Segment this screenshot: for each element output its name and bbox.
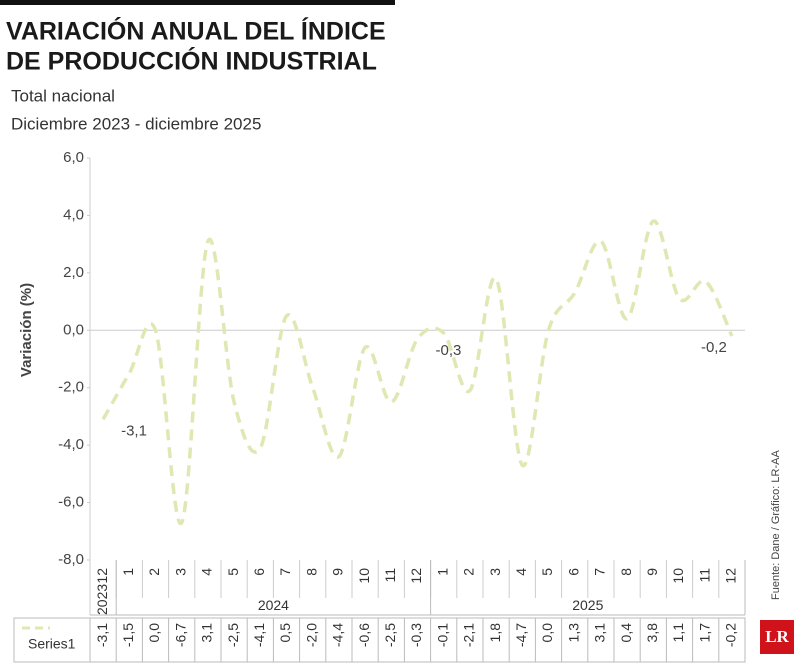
table-value: -0,3 <box>408 623 424 647</box>
table-value: 0,0 <box>146 623 162 643</box>
logo: LR <box>765 627 789 646</box>
x-tick-label: 10 <box>356 568 372 584</box>
legend-label: Series1 <box>28 636 76 652</box>
x-tick-label: 9 <box>330 568 346 576</box>
y-tick-label: -6,0 <box>58 494 84 511</box>
table-value: 0,4 <box>618 623 634 643</box>
table-value: 0,5 <box>277 623 293 643</box>
y-tick-label: 4,0 <box>63 206 84 223</box>
x-group-label: 2025 <box>572 597 603 613</box>
table-value: -1,5 <box>120 623 136 647</box>
subtitle: Diciembre 2023 - diciembre 2025 <box>11 114 261 133</box>
table-value: -2,5 <box>225 623 241 647</box>
x-tick-label: 4 <box>513 568 529 576</box>
table-value: 1,3 <box>565 623 581 643</box>
x-tick-label: 1 <box>434 568 450 576</box>
x-tick-label: 12 <box>408 568 424 584</box>
table-value: -4,1 <box>251 623 267 647</box>
y-tick-label: 2,0 <box>63 264 84 281</box>
series-line <box>101 219 734 525</box>
x-tick-label: 2 <box>461 568 477 576</box>
x-group-label: 2023 <box>94 584 110 615</box>
table-value: 3,8 <box>644 623 660 643</box>
table-value: 1,1 <box>670 623 686 643</box>
x-tick-label: 2 <box>146 568 162 576</box>
x-tick-label: 4 <box>199 568 215 576</box>
table-value: 3,1 <box>592 623 608 643</box>
logo-box <box>760 620 794 654</box>
top-bar <box>0 0 395 5</box>
table-value: -6,7 <box>172 623 188 647</box>
x-tick-label: 9 <box>644 568 660 576</box>
table-value: 1,7 <box>696 623 712 643</box>
y-tick-label: -4,0 <box>58 436 84 453</box>
x-tick-label: 7 <box>592 568 608 576</box>
source: Fuente: Dane / Gráfico: LR-AA <box>770 450 782 600</box>
x-tick-label: 5 <box>225 568 241 576</box>
y-tick-label: 0,0 <box>63 321 84 338</box>
x-tick-label: 1 <box>120 568 136 576</box>
x-tick-label: 10 <box>670 568 686 584</box>
x-tick-label: 8 <box>303 568 319 576</box>
data-label: -0,3 <box>436 342 462 359</box>
table-value: -4,7 <box>513 623 529 647</box>
x-tick-label: 7 <box>277 568 293 576</box>
chart-title: DE PRODUCCIÓN INDUSTRIAL <box>6 46 377 76</box>
x-tick-label: 3 <box>172 568 188 576</box>
x-tick-label: 11 <box>382 568 398 583</box>
table-value: -0,6 <box>356 623 372 647</box>
data-label: -3,1 <box>121 422 147 439</box>
table-value: -2,1 <box>461 623 477 647</box>
table-value: 1,8 <box>487 623 503 643</box>
table-value: -2,5 <box>382 623 398 647</box>
x-tick-label: 5 <box>539 568 555 576</box>
data-label: -0,2 <box>701 339 727 356</box>
chart-title: VARIACIÓN ANUAL DEL ÍNDICE <box>6 16 386 46</box>
table-value: -2,0 <box>303 623 319 647</box>
table-value: -0,1 <box>434 623 450 647</box>
x-tick-label: 11 <box>696 568 712 583</box>
x-tick-label: 12 <box>94 568 110 584</box>
x-group-label: 2024 <box>258 597 289 613</box>
y-axis-label: Variación (%) <box>18 283 35 377</box>
y-tick-label: -8,0 <box>58 551 84 568</box>
y-tick-label: 6,0 <box>63 149 84 166</box>
x-tick-label: 12 <box>723 568 739 584</box>
y-tick-label: -2,0 <box>58 379 84 396</box>
table-value: 0,0 <box>539 623 555 643</box>
table-value: -0,2 <box>723 623 739 647</box>
table-value: -4,4 <box>330 623 346 647</box>
x-tick-label: 8 <box>618 568 634 576</box>
table-value: 3,1 <box>199 623 215 643</box>
x-tick-label: 6 <box>565 568 581 576</box>
table-value: -3,1 <box>94 623 110 647</box>
subtitle: Total nacional <box>11 86 115 105</box>
x-tick-label: 6 <box>251 568 267 576</box>
x-tick-label: 3 <box>487 568 503 576</box>
